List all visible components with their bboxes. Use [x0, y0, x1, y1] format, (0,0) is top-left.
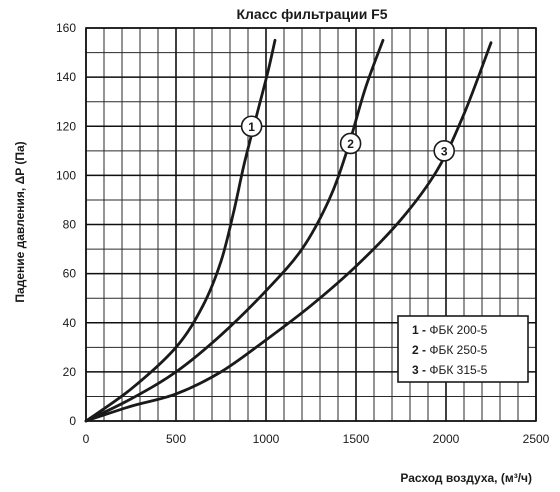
y-tick-label: 60	[63, 267, 77, 281]
x-tick-label: 0	[83, 432, 90, 446]
curve-label-text: 3	[441, 144, 448, 158]
y-tick-label: 0	[69, 414, 76, 428]
y-tick-label: 160	[56, 21, 76, 35]
x-tick-label: 1000	[253, 432, 280, 446]
y-tick-label: 140	[56, 70, 76, 84]
legend-box	[397, 315, 529, 383]
legend-label: ФБК 315-5	[429, 363, 487, 377]
curve-label-circle	[433, 140, 456, 162]
x-axis-label: Расход воздуха, (м³/ч)	[400, 471, 532, 485]
legend-entry: 1 - ФБК 200-5	[412, 323, 488, 337]
curve-labels: 1 2 3	[240, 115, 456, 162]
x-tick-label: 500	[166, 432, 186, 446]
series-line-2	[84, 38, 385, 423]
curve-label-text: 2	[347, 137, 354, 151]
x-tick-label: 1500	[343, 432, 370, 446]
curve-label-text: 1	[248, 120, 255, 134]
series-line-1	[84, 38, 277, 423]
y-tick-label: 120	[56, 119, 76, 133]
legend-entry: 3 - ФБК 315-5	[412, 363, 488, 377]
legend-number: 1 -	[412, 323, 429, 337]
x-tick-label: 2500	[523, 432, 550, 446]
tick-labels: 0 500 1000 1500 2000 2500 0 20 40 60 80 100 120 140 16…	[56, 21, 550, 446]
curve-label-circle	[240, 115, 263, 138]
y-tick-label: 100	[56, 168, 76, 182]
y-tick-label: 80	[63, 218, 77, 232]
y-tick-label: 20	[63, 365, 77, 379]
curve-label-circle	[339, 132, 362, 155]
grid-major	[85, 27, 537, 422]
legend: 1 - ФБК 200-52 - ФБК 250-53 - ФБК 315-5	[397, 315, 529, 383]
legend-entry: 2 - ФБК 250-5	[412, 343, 488, 357]
legend-number: 2 -	[412, 343, 429, 357]
curve-label-1: 1	[240, 115, 263, 138]
chart-title: Класс фильтрации F5	[236, 6, 387, 22]
y-axis-label: Падение давления, ΔP (Па)	[13, 141, 27, 302]
legend-label: ФБК 250-5	[429, 343, 487, 357]
legend-number: 3 -	[412, 363, 429, 377]
y-tick-label: 40	[63, 316, 77, 330]
x-tick-label: 2000	[433, 432, 460, 446]
curve-label-2: 2	[339, 132, 362, 155]
legend-label: ФБК 200-5	[429, 323, 487, 337]
plot-frame	[85, 27, 537, 422]
curve-label-3: 3	[433, 140, 456, 162]
